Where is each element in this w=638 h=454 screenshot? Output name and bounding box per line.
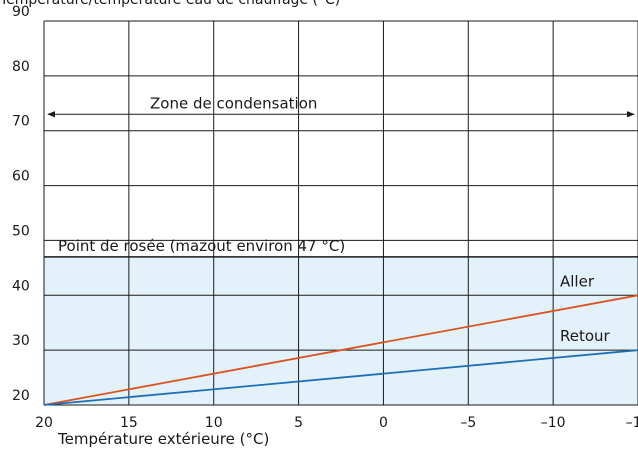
y-tick-label: 50 <box>12 223 30 239</box>
x-tick-label: 0 <box>379 415 388 431</box>
y-tick-label: 20 <box>12 388 30 404</box>
x-tick-label: –10 <box>541 415 566 431</box>
y-tick-label: 70 <box>12 114 30 130</box>
y-tick-label: 30 <box>12 333 30 349</box>
y-tick-label: 40 <box>12 278 30 294</box>
x-tick-label: 15 <box>120 415 138 431</box>
condensation-zone-label: Zone de condensation <box>150 94 317 112</box>
series-label-retour: Retour <box>560 327 611 345</box>
x-tick-label: 10 <box>205 415 223 431</box>
y-tick-label: 80 <box>12 59 30 75</box>
dew-point-zone-fill <box>44 256 638 405</box>
series-line-aller <box>43 294 638 406</box>
series-label-aller: Aller <box>560 272 595 290</box>
x-tick-label: –5 <box>460 415 476 431</box>
x-tick-label: –15 <box>626 415 638 431</box>
x-axis-label: Température extérieure (°C) <box>58 430 270 448</box>
x-tick-label: 20 <box>35 415 53 431</box>
series-line-retour <box>43 349 638 406</box>
dew-point-label: Point de rosée (mazout environ 47 °C) <box>58 237 345 255</box>
y-tick-label: 60 <box>12 169 30 185</box>
y-axis-label: Température/température eau de chauffage… <box>0 0 341 8</box>
x-tick-label: 5 <box>294 415 303 431</box>
y-tick-label: 90 <box>12 4 30 20</box>
